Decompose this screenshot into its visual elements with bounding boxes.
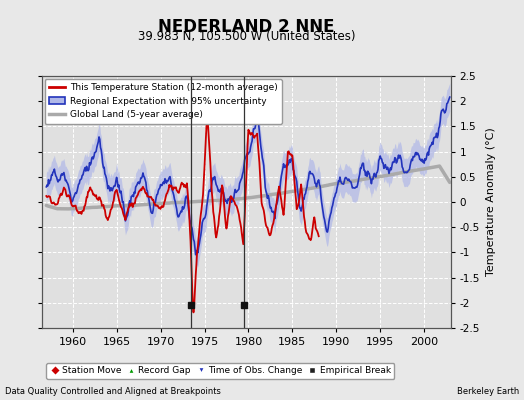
Text: Berkeley Earth: Berkeley Earth [456, 387, 519, 396]
Text: NEDERLAND 2 NNE: NEDERLAND 2 NNE [158, 18, 334, 36]
Text: 39.983 N, 105.500 W (United States): 39.983 N, 105.500 W (United States) [137, 30, 355, 43]
Y-axis label: Temperature Anomaly (°C): Temperature Anomaly (°C) [486, 128, 496, 276]
Legend: Station Move, Record Gap, Time of Obs. Change, Empirical Break: Station Move, Record Gap, Time of Obs. C… [47, 363, 395, 379]
Text: Data Quality Controlled and Aligned at Breakpoints: Data Quality Controlled and Aligned at B… [5, 387, 221, 396]
